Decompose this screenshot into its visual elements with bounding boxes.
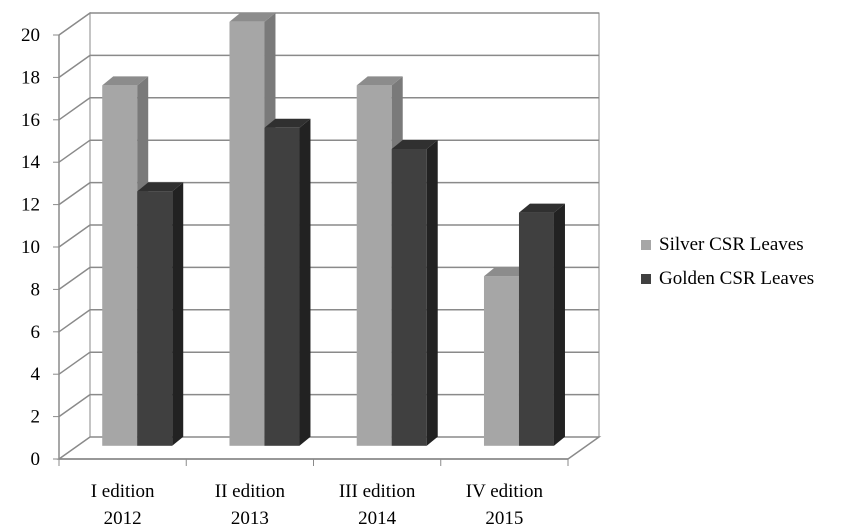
bar-golden [392,149,427,446]
legend-swatch-golden [641,274,651,284]
bar-side-golden [172,182,183,445]
bar-side-golden [299,119,310,446]
y-tick-label: 12 [21,195,40,216]
y-tick-label: 14 [21,152,41,173]
y-tick-label: 0 [31,449,41,470]
bar-side-golden [554,204,565,446]
x-tick-label-line: I edition [91,481,155,502]
x-tick-label-line: II edition [215,481,286,502]
y-tick-label: 4 [31,364,41,385]
y-tick-label: 18 [21,67,40,88]
y-tick-label: 2 [31,407,41,428]
x-tick-label-line: 2014 [358,508,397,529]
x-tick-label-line: IV edition [466,481,544,502]
bar-side-golden [427,140,438,446]
x-tick-label-line: 2012 [104,508,142,529]
legend-label-silver: Silver CSR Leaves [659,234,804,256]
y-tick-label: 8 [31,279,41,300]
y-tick-label: 20 [21,25,40,46]
x-tick-label-line: 2013 [231,508,269,529]
bar-silver [102,85,137,445]
x-tick-label-line: 2015 [485,508,523,529]
x-tick-label: IV edition 2015 [466,481,544,529]
bar-golden [264,128,299,446]
legend-swatch-silver [641,240,651,250]
bar-silver [484,276,519,446]
x-tick-label: I edition 2012 [91,481,155,529]
bar-golden [137,191,172,445]
legend-item-silver: Silver CSR Leaves [641,232,861,258]
y-tick-label: 6 [31,322,41,343]
y-tick-label: 10 [21,237,40,258]
legend-label-golden: Golden CSR Leaves [659,268,814,290]
chart-legend: Silver CSR Leaves Golden CSR Leaves [641,232,861,300]
bar-golden [519,213,554,446]
legend-item-golden: Golden CSR Leaves [641,266,861,292]
y-tick-label: 16 [21,110,40,131]
bar-silver [229,22,264,446]
x-tick-label-line: III edition [339,481,416,502]
x-tick-label: III edition 2014 [339,481,416,529]
bar-silver [357,85,392,445]
x-tick-label: II edition 2013 [215,481,286,529]
